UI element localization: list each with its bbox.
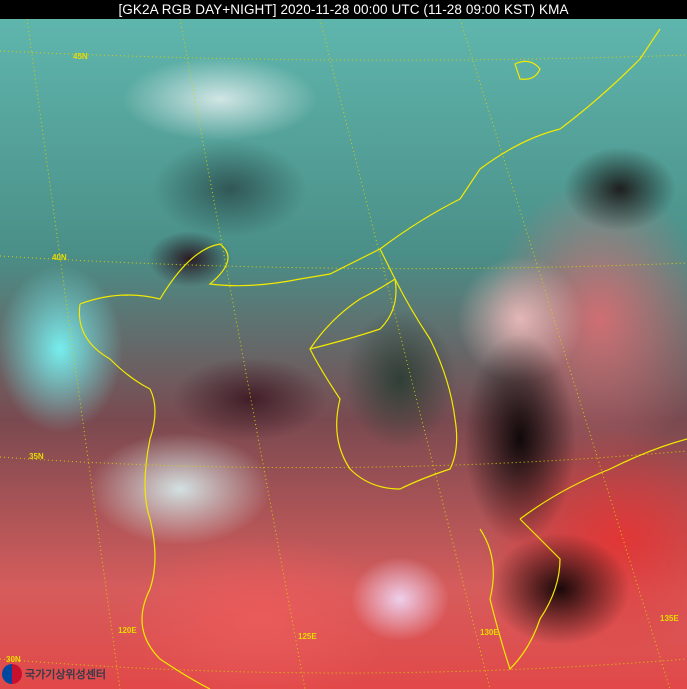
- longitude-label-130e: 130E: [480, 628, 499, 637]
- image-title: [GK2A RGB DAY+NIGHT] 2020-11-28 00:00 UT…: [0, 0, 687, 19]
- latitude-line-30n: [0, 658, 687, 674]
- graticule: [0, 19, 687, 689]
- kma-taegeuk-logo-icon: [2, 664, 22, 684]
- latitude-line-40n: [0, 255, 687, 270]
- map-overlay: [0, 19, 687, 689]
- latitude-label-45n: 45N: [73, 52, 88, 61]
- longitude-line-125e: [179, 19, 306, 689]
- longitude-label-120e: 120E: [118, 626, 137, 635]
- latitude-label-35n: 35N: [29, 452, 44, 461]
- longitude-label-135e: 135E: [660, 614, 679, 623]
- longitude-line-130e: [319, 19, 491, 689]
- latitude-label-40n: 40N: [52, 253, 67, 262]
- longitude-label-125e: 125E: [298, 632, 317, 641]
- latitude-line-45n: [0, 50, 687, 61]
- longitude-line-135e: [459, 19, 671, 689]
- satellite-imagery: [0, 19, 687, 689]
- kma-logo: 국가기상위성센터: [2, 664, 106, 684]
- coastlines: [78, 28, 687, 689]
- latitude-line-35n: [0, 450, 687, 469]
- logo-text: 국가기상위성센터: [25, 669, 106, 681]
- latitude-label-30n: 30N: [6, 655, 21, 664]
- longitude-line-120e: [26, 19, 121, 689]
